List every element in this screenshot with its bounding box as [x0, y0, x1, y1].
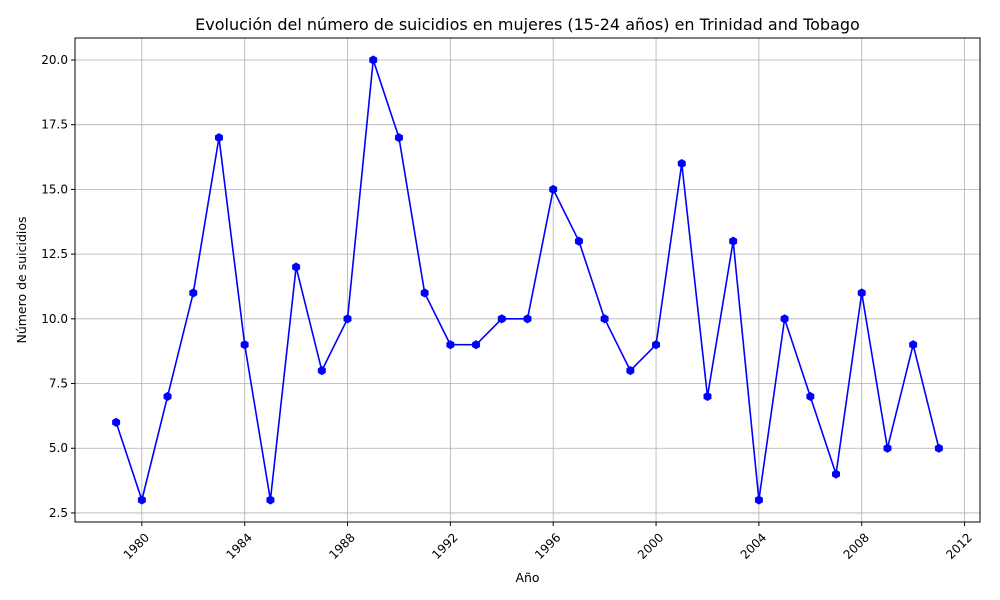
data-point [806, 391, 815, 402]
data-point [626, 366, 635, 376]
data-point [420, 288, 429, 298]
chart-title: Evolución del número de suicidios en muj… [195, 15, 860, 34]
data-point [497, 314, 506, 324]
data-point [883, 443, 892, 453]
y-axis-label: Número de suicidios [14, 216, 29, 343]
data-point [832, 469, 840, 479]
x-tick-label: 2012 [943, 530, 974, 561]
data-point [523, 314, 532, 324]
y-tick-label: 2.5 [49, 506, 68, 520]
x-tick-label: 1984 [224, 530, 255, 561]
y-tick-label: 17.5 [41, 118, 68, 132]
data-point [446, 340, 455, 350]
data-point [574, 236, 583, 246]
data-point [189, 288, 198, 298]
y-tick-label: 5.0 [49, 441, 68, 455]
y-tick-label: 12.5 [41, 247, 68, 261]
y-tick-label: 15.0 [41, 182, 68, 196]
data-point [215, 133, 223, 143]
x-tick-label: 1996 [532, 530, 563, 561]
data-point [934, 443, 943, 453]
data-point [472, 340, 481, 350]
data-point [754, 495, 763, 505]
data-point [652, 340, 661, 350]
series-layer [112, 55, 943, 505]
x-tick-label: 1992 [429, 530, 460, 561]
plot-frame [74, 37, 981, 523]
data-point [112, 417, 121, 427]
x-axis-label: Año [515, 570, 539, 585]
y-tick-label: 20.0 [41, 53, 68, 67]
data-point [549, 184, 558, 194]
data-point [343, 314, 352, 324]
data-point [369, 55, 378, 65]
data-point [292, 262, 301, 272]
data-point [394, 133, 403, 143]
data-point [163, 391, 172, 402]
data-point [729, 236, 738, 246]
x-tick-label: 1988 [326, 530, 357, 561]
y-tick-label: 10.0 [41, 312, 68, 326]
x-tick-label: 2004 [738, 530, 769, 561]
data-point [240, 340, 249, 350]
x-tick-label: 1980 [121, 530, 152, 561]
data-point [703, 391, 712, 402]
data-point [600, 314, 609, 324]
data-point [677, 158, 686, 169]
data-point [780, 314, 789, 324]
x-tick-label: 2008 [841, 530, 872, 561]
data-point [317, 366, 326, 376]
data-point [266, 495, 275, 505]
data-point [909, 340, 918, 350]
series-line [115, 59, 940, 501]
axis-ticks: 1980 1984 1988 1992 1996 2000 2004 2008 2012 2.5 5… [41, 53, 975, 562]
data-point [137, 495, 146, 505]
x-tick-label: 2000 [635, 530, 666, 561]
y-tick-label: 7.5 [49, 377, 68, 391]
grid-lines [75, 38, 980, 522]
data-point [857, 288, 866, 298]
